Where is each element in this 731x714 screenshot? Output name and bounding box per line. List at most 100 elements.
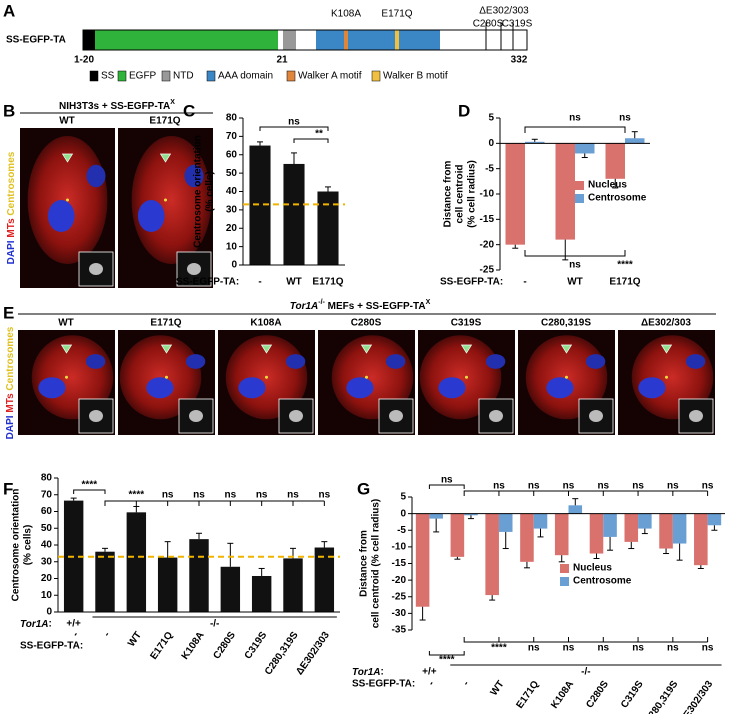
bar — [95, 551, 115, 612]
x-tick-label: - — [102, 630, 113, 639]
y-tick-label: -25 — [392, 591, 407, 602]
bar — [429, 513, 443, 519]
error-bar — [102, 547, 108, 552]
y-tick-label: -20 — [480, 239, 495, 250]
annotation: ns — [667, 643, 679, 654]
bracket — [428, 651, 465, 656]
legend-label: Nucleus — [588, 180, 627, 191]
condition-label: C319S — [451, 318, 482, 329]
y-axis-label: (% cells) — [23, 525, 34, 566]
error-bar — [258, 567, 265, 576]
bracket — [104, 500, 325, 506]
title-sup: X — [170, 99, 175, 106]
y-tick-label: 30 — [226, 205, 238, 216]
error-bar — [562, 239, 569, 261]
bar — [157, 557, 178, 612]
error-bar — [628, 541, 635, 550]
panel-label: G — [357, 479, 370, 498]
annotation: ** — [315, 129, 323, 140]
y-tick-label: 70 — [226, 131, 238, 142]
nucleus — [285, 354, 306, 369]
bar — [589, 513, 604, 554]
x-tick-label: WT — [126, 630, 144, 649]
panel-label: A — [3, 1, 15, 20]
arrowhead — [560, 344, 573, 354]
legend-label: SS — [101, 71, 115, 82]
error-bar — [196, 532, 202, 540]
bar — [625, 138, 645, 144]
bar — [568, 505, 583, 514]
gene: Tor1A — [290, 301, 319, 312]
centrosome — [65, 375, 68, 379]
y-axis-label: (% cell radius) — [467, 160, 478, 228]
legend-swatch — [371, 70, 381, 82]
x-tick-label: K108A — [549, 679, 576, 711]
x-tick-label: WT — [489, 679, 507, 698]
x-tick-label: C280,319S — [643, 679, 681, 714]
annotation: ns — [224, 490, 236, 501]
y-tick-label: 20 — [226, 223, 238, 234]
y-tick-label: 0 — [488, 138, 494, 149]
x-tick-label: E171Q — [514, 679, 541, 711]
y-tick-label: 10 — [41, 590, 53, 601]
error-bar — [419, 606, 426, 621]
domain — [95, 30, 278, 50]
bar — [672, 513, 687, 544]
stain-word: MTs — [6, 218, 17, 238]
nucleus — [146, 377, 174, 399]
y-tick-label: -35 — [392, 625, 407, 636]
error-bar — [572, 498, 579, 506]
genotype-label: Tor1A: — [20, 619, 52, 630]
bar — [450, 513, 465, 557]
y-tick-label: 60 — [41, 506, 53, 517]
cell-mts — [119, 335, 202, 420]
centrosome — [265, 375, 268, 379]
y-tick-label: 80 — [41, 473, 53, 484]
arrowhead — [260, 344, 273, 354]
domain — [296, 30, 316, 50]
error-bar — [433, 518, 440, 533]
x-tick-label: E171Q — [148, 630, 175, 662]
condition-label: E171Q — [150, 318, 181, 329]
arrowhead — [60, 344, 73, 354]
nucleus — [86, 164, 106, 188]
stain-label: DAPI MTs Centrosomes — [5, 326, 16, 439]
inset-cell — [89, 410, 103, 422]
legend-label: Nucleus — [573, 563, 612, 574]
legend-label: Centrosome — [588, 193, 647, 204]
error-bar — [164, 541, 171, 558]
inset-cell — [189, 410, 203, 422]
legend-swatch — [286, 70, 296, 82]
bracket — [259, 126, 329, 131]
annotation: ns — [702, 481, 714, 492]
x-tick-label: - — [426, 679, 437, 688]
legend-label: Walker B motif — [383, 71, 448, 82]
position-label: 21 — [276, 55, 288, 66]
error-bar — [711, 525, 718, 531]
centrosome — [165, 375, 168, 379]
x-axis-label: SS-EGFP-TA: — [176, 277, 239, 288]
y-tick-label: 80 — [226, 113, 238, 124]
nucleus — [438, 377, 466, 399]
gene: Tor1A — [20, 619, 49, 630]
x-tick-label: WT — [286, 277, 302, 288]
genotype: +/+ — [422, 667, 437, 678]
arrowhead — [360, 344, 373, 354]
legend-label: AAA domain — [218, 71, 273, 82]
genotype-label: Tor1A: — [352, 667, 384, 678]
y-tick-label: -10 — [480, 189, 495, 200]
condition-label: E171Q — [149, 116, 180, 127]
bar — [603, 513, 617, 537]
cell-mts — [419, 335, 502, 420]
title-text: NIH3T3s + SS-EGFP-TA — [59, 101, 170, 112]
annotation: ns — [597, 481, 609, 492]
error-bar — [537, 528, 544, 538]
mutation-label: K108A — [331, 9, 361, 20]
nucleus — [137, 200, 165, 232]
x-tick-label: - — [258, 277, 261, 288]
nucleus — [638, 377, 666, 399]
y-tick-label: 0 — [231, 260, 237, 271]
x-tick-label: - — [70, 630, 81, 639]
error-bar — [227, 542, 234, 567]
